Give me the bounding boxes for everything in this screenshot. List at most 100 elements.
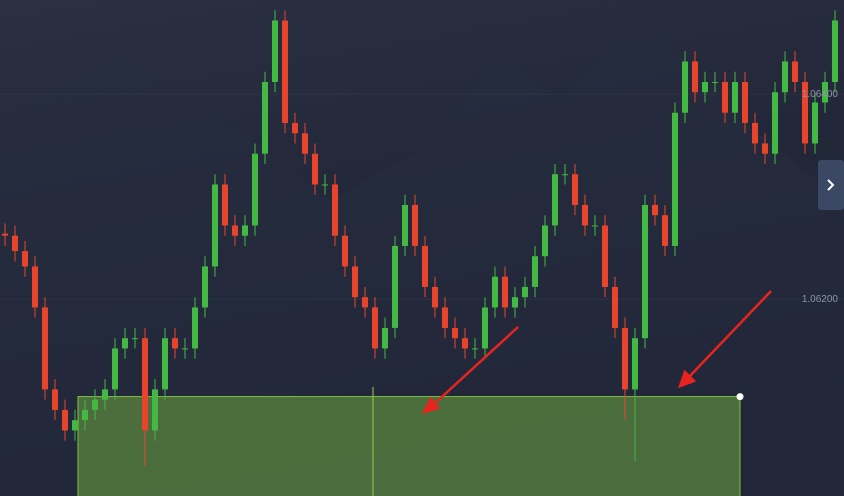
candle-body — [372, 307, 378, 349]
candle-body — [612, 286, 618, 328]
support-zone — [77, 396, 741, 496]
candle-body — [732, 81, 738, 113]
candle-body — [642, 204, 648, 339]
candle-body — [222, 184, 228, 226]
candle-body — [32, 266, 38, 308]
candle-body — [722, 81, 728, 113]
candle-body — [122, 338, 128, 349]
candle-body — [582, 204, 588, 226]
candle-body — [602, 225, 608, 287]
candle-body — [512, 297, 518, 308]
candle-body — [442, 307, 448, 328]
grid — [0, 93, 844, 300]
candle-body — [432, 286, 438, 308]
candle-body — [332, 184, 338, 236]
arrow — [431, 326, 519, 407]
candle-body — [502, 276, 508, 308]
candle-body — [42, 307, 48, 390]
side-button[interactable] — [818, 160, 844, 210]
candle-body — [162, 338, 168, 390]
candle-body — [92, 399, 98, 410]
candle-body — [272, 20, 278, 82]
candle-body — [622, 327, 628, 390]
candle-body — [282, 20, 288, 123]
candle-body — [692, 61, 698, 93]
candle-body — [382, 327, 388, 349]
candle-body — [142, 338, 148, 431]
candle-body — [792, 61, 798, 82]
candle-body — [232, 225, 238, 236]
candle-body — [672, 112, 678, 246]
chevron-icon[interactable] — [827, 179, 835, 191]
zone-handle — [736, 393, 744, 401]
candle-body — [292, 122, 298, 134]
candle-body — [592, 225, 598, 227]
y-tick-label: 1.06200 — [802, 294, 839, 305]
candle-body — [752, 122, 758, 144]
candle-body — [462, 338, 468, 349]
candle-body — [422, 245, 428, 287]
candle-body — [82, 409, 88, 421]
candle-body — [682, 61, 688, 113]
arrow-head — [677, 369, 697, 389]
candles — [2, 10, 838, 467]
candle-body — [342, 235, 348, 267]
candle-body — [12, 235, 18, 252]
candle-body — [562, 174, 568, 176]
arrow-head — [421, 396, 441, 415]
candle-body — [652, 204, 658, 216]
candle-body — [812, 102, 818, 144]
arrow — [687, 290, 772, 379]
side-button-bg[interactable] — [818, 160, 844, 210]
candle-body — [632, 338, 638, 390]
candle-body — [482, 307, 488, 349]
candle-body — [22, 251, 28, 267]
candle-body — [772, 92, 778, 154]
candle-body — [302, 133, 308, 154]
candle-body — [262, 81, 268, 154]
y-tick-label: 1.06400 — [802, 89, 839, 100]
candle-body — [542, 225, 548, 257]
candle-body — [402, 204, 408, 246]
candle-body — [472, 348, 478, 350]
candle-body — [72, 420, 78, 431]
candle-body — [782, 61, 788, 93]
candle-body — [712, 81, 718, 83]
candle-body — [702, 81, 708, 93]
candle-body — [172, 338, 178, 349]
candle-body — [182, 348, 188, 350]
candle-body — [552, 174, 558, 226]
candle-body — [832, 20, 838, 82]
candle-body — [312, 153, 318, 185]
candle-body — [352, 266, 358, 298]
candle-body — [362, 297, 368, 308]
candle-body — [202, 266, 208, 308]
arrows — [421, 290, 772, 415]
candle-body — [572, 174, 578, 205]
candle-body — [132, 338, 138, 340]
candle-body — [522, 286, 528, 298]
candle-body — [62, 409, 68, 431]
candle-body — [242, 225, 248, 236]
candle-body — [802, 81, 808, 144]
candle-body — [492, 276, 498, 308]
candle-body — [392, 245, 398, 328]
candle-body — [532, 256, 538, 287]
zone-layer — [77, 393, 744, 496]
candle-body — [2, 233, 8, 236]
candle-body — [152, 389, 158, 431]
candle-body — [112, 348, 118, 390]
candle-body — [212, 184, 218, 267]
candle-body — [322, 184, 328, 186]
candle-body — [102, 389, 108, 400]
candle-body — [742, 81, 748, 123]
candle-body — [412, 204, 418, 246]
candle-body — [662, 215, 668, 246]
candle-body — [52, 389, 58, 410]
candle-body — [762, 143, 768, 154]
candle-body — [252, 153, 258, 226]
candle-body — [452, 327, 458, 339]
candle-body — [822, 81, 828, 103]
candle-body — [192, 307, 198, 349]
